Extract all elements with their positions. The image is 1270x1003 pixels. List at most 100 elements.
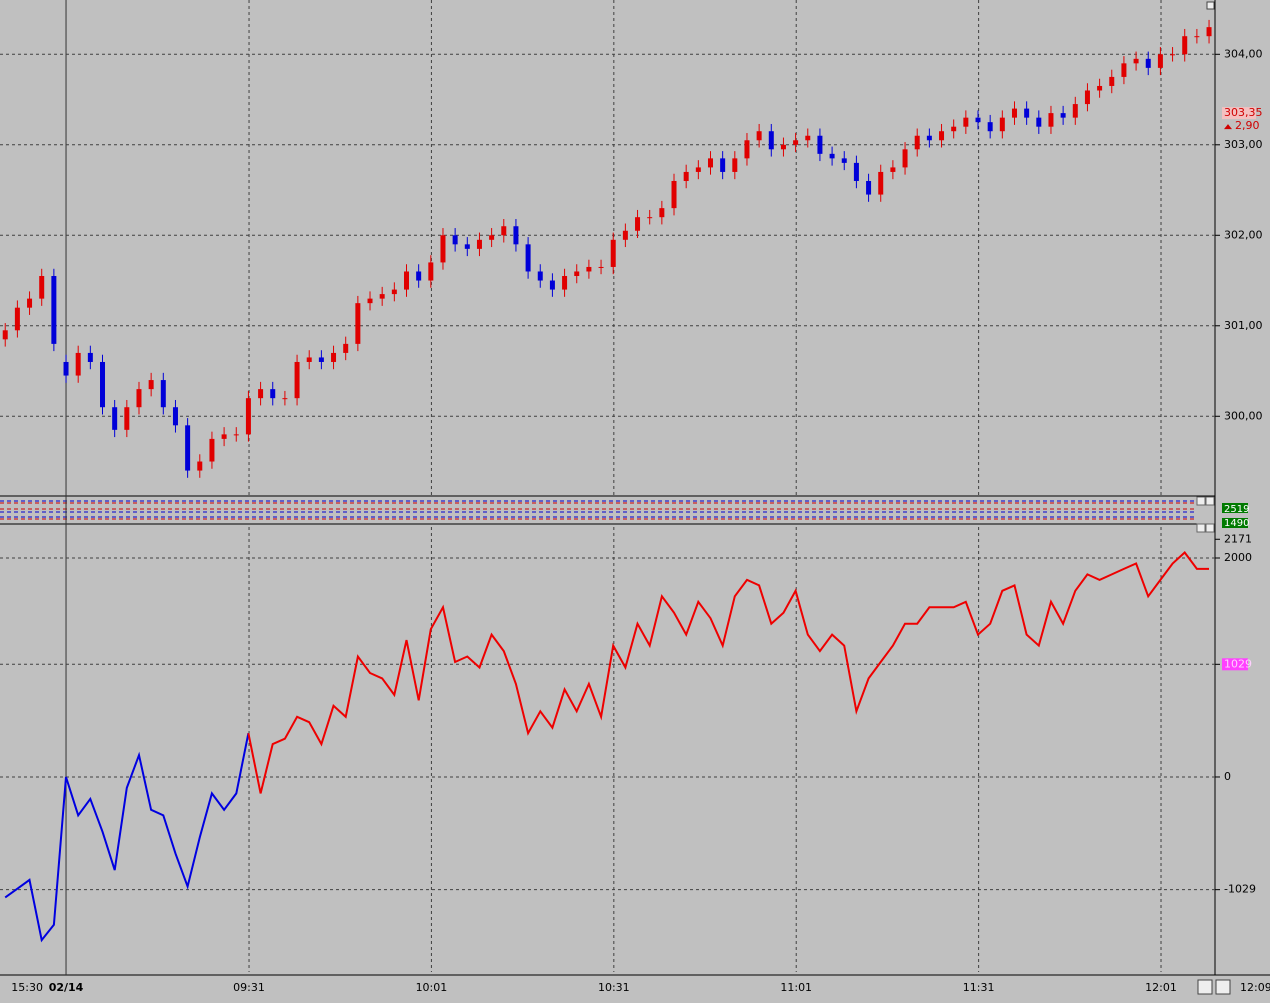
- candle-body: [1133, 58, 1139, 64]
- x-tick-label: 12:01: [1145, 981, 1177, 994]
- candle-body: [172, 407, 178, 426]
- candle-body: [1072, 104, 1078, 118]
- y-tick-label: 300,00: [1224, 409, 1263, 422]
- candle-body: [829, 153, 835, 159]
- pane-button[interactable]: [1205, 496, 1215, 506]
- candle-body: [1048, 113, 1054, 127]
- y-tick-label: 0: [1224, 770, 1231, 783]
- candle-body: [549, 280, 555, 290]
- candle-body: [999, 117, 1005, 132]
- candle-body: [391, 289, 397, 295]
- candle-body: [501, 226, 507, 236]
- candle-body: [1206, 27, 1212, 37]
- edit-button[interactable]: [1197, 979, 1213, 995]
- candle-body: [744, 140, 750, 159]
- panel-label: 2519: [1224, 504, 1249, 515]
- candle-body: [112, 407, 118, 430]
- y-tick-label: 1029: [1224, 657, 1252, 670]
- candle-body: [586, 266, 592, 272]
- candle-body: [63, 361, 69, 376]
- candle-body: [87, 352, 93, 362]
- candle-body: [294, 361, 300, 399]
- candle-body: [853, 162, 859, 181]
- candle-body: [513, 226, 519, 245]
- y-tick-label: 303,00: [1224, 138, 1263, 151]
- pane-button[interactable]: [1196, 523, 1206, 533]
- candle-body: [306, 357, 312, 362]
- candle-body: [367, 298, 373, 304]
- candle-body: [902, 149, 908, 168]
- candle-body: [987, 122, 993, 132]
- candle-body: [185, 425, 191, 471]
- candle-body: [780, 144, 786, 150]
- panel-label: 1490: [1224, 518, 1249, 529]
- candle-body: [379, 294, 385, 299]
- pane-button[interactable]: [1196, 496, 1206, 506]
- candle-body: [890, 167, 896, 172]
- line-series: [4, 733, 250, 943]
- y-tick-label: 302,00: [1224, 228, 1263, 241]
- last-price-label: 303,35: [1224, 106, 1263, 119]
- x-tick-label: 11:31: [963, 981, 995, 994]
- candle-body: [951, 126, 957, 132]
- candle-body: [866, 180, 872, 195]
- y-tick-label: -1029: [1224, 883, 1256, 896]
- x-tick-label: 09:31: [233, 981, 265, 994]
- candle-body: [476, 239, 482, 249]
- pane-button[interactable]: [1206, 1, 1215, 10]
- candle-body: [635, 217, 641, 231]
- candle-body: [622, 230, 628, 240]
- candle-body: [1109, 76, 1115, 86]
- candle-body: [574, 271, 580, 277]
- candle-body: [51, 276, 57, 344]
- candle-body: [331, 352, 337, 362]
- candle-body: [75, 352, 81, 376]
- candle-body: [489, 235, 495, 240]
- candle-body: [647, 217, 653, 219]
- candle-body: [1170, 54, 1176, 56]
- candle-body: [258, 389, 264, 399]
- candle-body: [440, 235, 446, 263]
- candle-body: [1084, 90, 1090, 105]
- candle-body: [343, 343, 349, 353]
- candle-body: [416, 271, 422, 281]
- candle-body: [598, 266, 604, 268]
- pane-button[interactable]: [1205, 523, 1215, 533]
- x-tick-label: 11:01: [780, 981, 812, 994]
- candle-body: [124, 407, 130, 430]
- x-tick-label: 15:30: [11, 981, 43, 994]
- candle-body: [695, 167, 701, 172]
- candle-body: [245, 398, 251, 435]
- candle-body: [1036, 117, 1042, 127]
- zoom-button[interactable]: [1215, 979, 1231, 995]
- panel-label-box: [1222, 518, 1248, 528]
- candle-body: [683, 171, 689, 181]
- candle-body: [720, 158, 726, 172]
- candle-body: [793, 140, 799, 145]
- candle-body: [768, 131, 774, 150]
- candle-body: [428, 262, 434, 281]
- candle-body: [160, 380, 166, 408]
- last-price-box: [1222, 107, 1256, 120]
- line-series: [247, 551, 1209, 794]
- x-tick-label: 02/14: [49, 981, 84, 994]
- y-tick-label: 2171: [1224, 532, 1252, 545]
- candle-body: [464, 244, 470, 249]
- x-tick-label: 10:31: [598, 981, 630, 994]
- candle-body: [671, 180, 677, 209]
- candle-body: [221, 434, 227, 439]
- candle-body: [878, 171, 884, 195]
- y-tick-label: 301,00: [1224, 319, 1263, 332]
- candle-body: [318, 357, 324, 362]
- candle-body: [100, 361, 106, 408]
- clock: 12:09: [1240, 981, 1270, 994]
- candle-body: [805, 135, 811, 141]
- candle-body: [1011, 108, 1017, 118]
- indicator-strip: 2519 1490: [0, 496, 1249, 533]
- status-bar: [0, 978, 1270, 1003]
- candle-body: [756, 131, 762, 141]
- candle-body: [403, 271, 409, 290]
- candle-body: [197, 461, 203, 471]
- candle-body: [27, 298, 33, 308]
